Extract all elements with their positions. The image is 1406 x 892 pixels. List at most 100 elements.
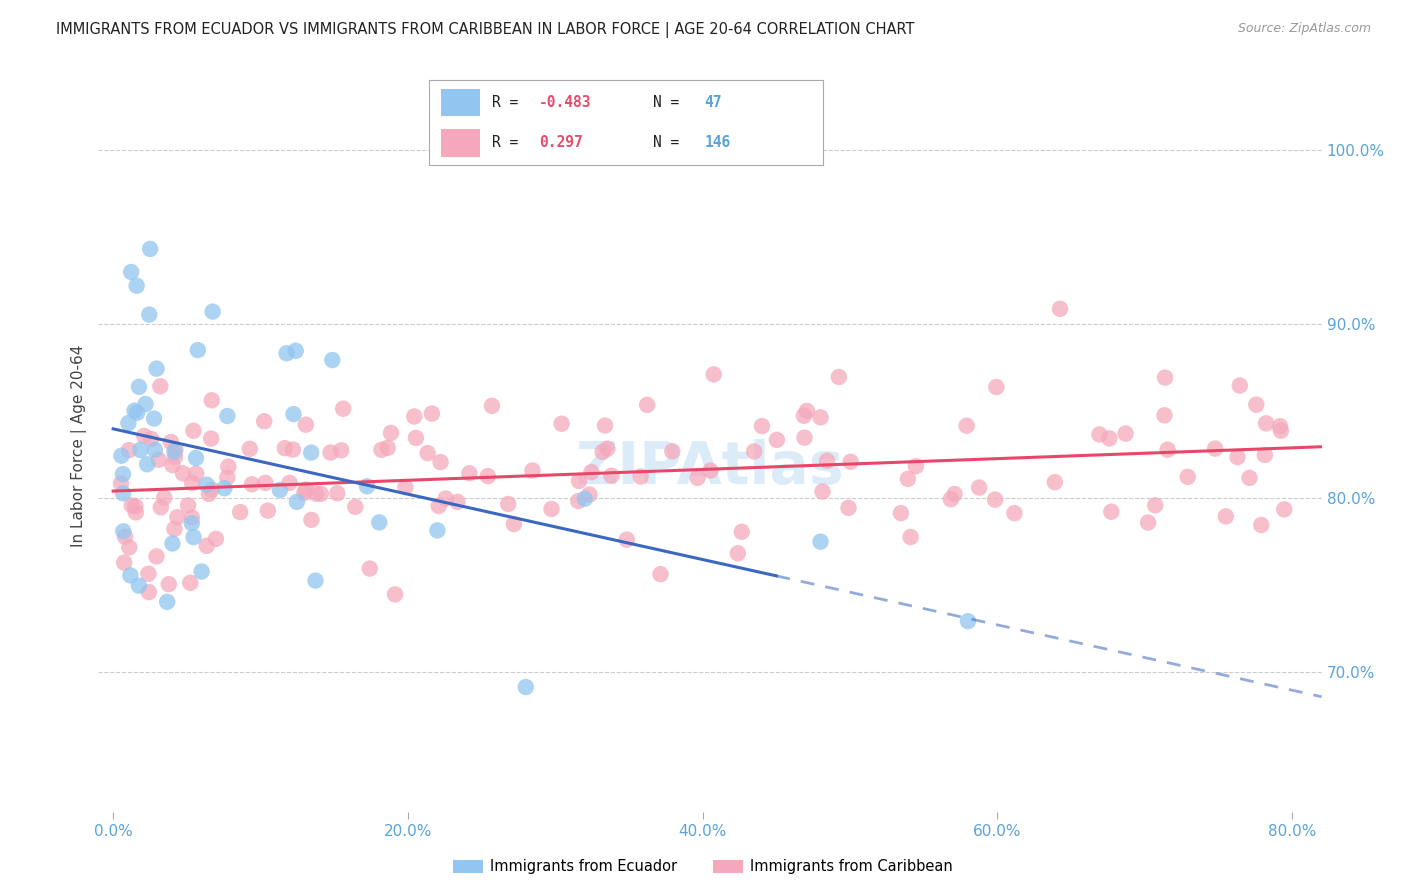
Text: Source: ZipAtlas.com: Source: ZipAtlas.com: [1237, 22, 1371, 36]
Point: [120, 265, 142, 279]
Point: [793, 409, 815, 423]
Point: [900, 530, 922, 544]
Point: [810, 534, 832, 549]
Point: [127, 406, 149, 420]
Point: [1268, 419, 1291, 434]
Point: [153, 491, 176, 505]
Point: [163, 445, 186, 459]
Point: [796, 404, 818, 418]
Point: [172, 467, 194, 481]
Point: [301, 513, 323, 527]
Point: [522, 463, 544, 477]
Point: [156, 595, 179, 609]
Point: [1254, 417, 1277, 431]
Point: [149, 379, 172, 393]
Point: [458, 467, 481, 481]
Point: [380, 425, 402, 440]
Text: R =: R =: [492, 136, 536, 151]
Point: [198, 487, 221, 501]
Point: [1153, 409, 1175, 423]
Point: [112, 556, 135, 570]
Point: [1144, 499, 1167, 513]
Point: [515, 680, 537, 694]
Point: [540, 502, 562, 516]
Point: [125, 278, 148, 293]
Point: [201, 393, 224, 408]
Text: 146: 146: [704, 136, 731, 151]
Point: [120, 568, 142, 582]
Point: [1250, 518, 1272, 533]
Point: [110, 449, 132, 463]
Point: [214, 481, 236, 495]
Point: [129, 442, 152, 457]
Point: [1215, 509, 1237, 524]
Point: [636, 398, 658, 412]
Point: [114, 530, 136, 544]
Point: [446, 495, 468, 509]
Point: [138, 585, 160, 599]
Point: [1049, 301, 1071, 316]
Point: [426, 524, 449, 538]
Point: [195, 539, 218, 553]
Point: [416, 446, 439, 460]
Point: [112, 524, 135, 539]
Point: [429, 455, 451, 469]
Point: [727, 546, 749, 560]
Point: [477, 469, 499, 483]
Point: [136, 457, 159, 471]
Point: [766, 433, 789, 447]
Point: [112, 486, 135, 500]
Legend: Immigrants from Ecuador, Immigrants from Caribbean: Immigrants from Ecuador, Immigrants from…: [447, 854, 959, 880]
Point: [1272, 502, 1295, 516]
Point: [1043, 475, 1066, 490]
Point: [330, 443, 353, 458]
Point: [160, 434, 183, 449]
Point: [139, 242, 162, 256]
Text: 47: 47: [704, 95, 721, 110]
Point: [118, 541, 141, 555]
Point: [157, 577, 180, 591]
Point: [326, 486, 349, 500]
Point: [165, 442, 187, 457]
Text: -0.483: -0.483: [538, 95, 592, 110]
Point: [217, 459, 239, 474]
Point: [837, 500, 859, 515]
Point: [124, 499, 146, 513]
Point: [600, 468, 623, 483]
Point: [943, 487, 966, 501]
Point: [281, 442, 304, 457]
Point: [217, 409, 239, 423]
Point: [240, 477, 263, 491]
Point: [163, 522, 186, 536]
Point: [1177, 470, 1199, 484]
Point: [897, 472, 920, 486]
Point: [145, 361, 167, 376]
Point: [1154, 370, 1177, 384]
Point: [162, 536, 184, 550]
Point: [1254, 448, 1277, 462]
Point: [370, 442, 392, 457]
Point: [592, 445, 614, 459]
Point: [661, 444, 683, 458]
Point: [810, 410, 832, 425]
Point: [1115, 426, 1137, 441]
Point: [253, 414, 276, 428]
Point: [481, 399, 503, 413]
Point: [195, 477, 218, 491]
Y-axis label: In Labor Force | Age 20-64: In Labor Force | Age 20-64: [72, 345, 87, 547]
Point: [1098, 431, 1121, 445]
Point: [121, 499, 143, 513]
Point: [163, 450, 186, 464]
Point: [793, 431, 815, 445]
Point: [578, 487, 600, 501]
Point: [344, 500, 367, 514]
Point: [405, 431, 427, 445]
Point: [128, 579, 150, 593]
Point: [184, 450, 207, 465]
Point: [890, 506, 912, 520]
Point: [319, 445, 342, 459]
Point: [496, 497, 519, 511]
Point: [201, 304, 224, 318]
Point: [686, 471, 709, 485]
Point: [967, 481, 990, 495]
